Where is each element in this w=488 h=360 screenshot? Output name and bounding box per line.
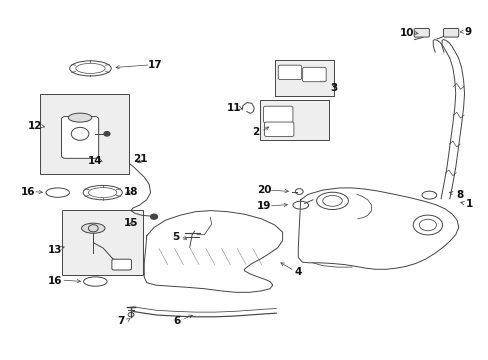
FancyBboxPatch shape	[302, 67, 325, 82]
Text: 8: 8	[455, 190, 462, 200]
Circle shape	[150, 214, 157, 219]
Text: 1: 1	[465, 199, 472, 210]
Text: 2: 2	[251, 127, 258, 137]
Text: 6: 6	[173, 316, 180, 326]
FancyBboxPatch shape	[278, 65, 301, 80]
FancyBboxPatch shape	[112, 259, 131, 270]
FancyBboxPatch shape	[264, 122, 293, 136]
Text: 14: 14	[88, 156, 102, 166]
Text: 16: 16	[48, 276, 62, 286]
Text: 11: 11	[226, 103, 241, 113]
Text: 21: 21	[133, 154, 148, 164]
FancyBboxPatch shape	[443, 28, 458, 37]
Text: 9: 9	[464, 27, 471, 37]
Text: 19: 19	[256, 201, 271, 211]
Text: 10: 10	[399, 28, 413, 38]
Text: 20: 20	[256, 185, 271, 195]
FancyBboxPatch shape	[413, 28, 428, 37]
FancyBboxPatch shape	[260, 100, 328, 140]
Text: 18: 18	[123, 187, 138, 197]
Text: 7: 7	[117, 316, 125, 326]
Text: 12: 12	[28, 121, 42, 131]
Circle shape	[104, 132, 110, 136]
Text: 15: 15	[123, 218, 138, 228]
Text: 16: 16	[21, 187, 36, 197]
FancyBboxPatch shape	[274, 60, 333, 96]
Text: 13: 13	[47, 245, 62, 255]
Text: 4: 4	[294, 267, 302, 277]
Text: 17: 17	[148, 60, 163, 70]
Text: 5: 5	[172, 231, 179, 242]
FancyBboxPatch shape	[62, 210, 143, 275]
FancyBboxPatch shape	[263, 106, 292, 123]
FancyBboxPatch shape	[61, 117, 99, 158]
Ellipse shape	[81, 223, 105, 233]
Text: 3: 3	[329, 83, 336, 93]
Ellipse shape	[68, 113, 92, 122]
FancyBboxPatch shape	[40, 94, 128, 174]
